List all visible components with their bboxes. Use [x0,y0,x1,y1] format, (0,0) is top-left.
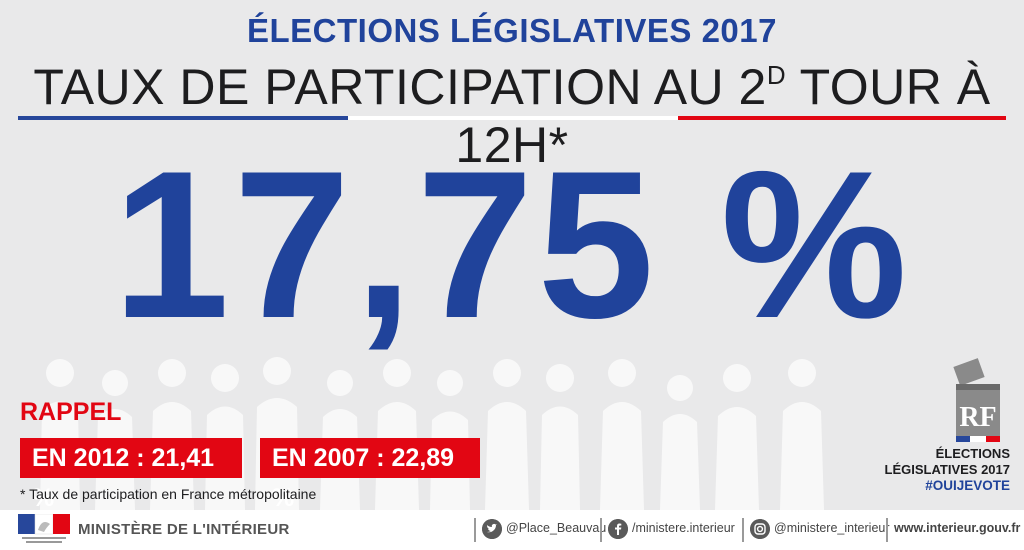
brand-line2: LÉGISLATIVES 2017 [884,462,1010,477]
footnote: * Taux de participation en France métrop… [20,486,317,502]
rf-monogram: RF [959,402,996,433]
tricolor-rule-red [678,116,1006,120]
brand-hashtag: #OUIJEVOTE [925,478,1010,493]
website-link[interactable]: www.interieur.gouv.fr [894,521,1021,535]
recall-2007: EN 2007 : 22,89 % [260,438,480,512]
participation-rate: 17,75 % [112,127,912,362]
instagram-handle[interactable]: @ministere_interieur [774,521,890,535]
headline-superscript: D [766,60,787,90]
separator [886,518,888,542]
recall-title: RAPPEL [20,398,122,426]
headline: TAUX DE PARTICIPATION AU 2D TOUR À 12H* [0,58,1024,174]
campaign-brand: ÉLECTIONS LÉGISLATIVES 2017 #OUIJEVOTE [860,446,1010,494]
header: ÉLECTIONS LÉGISLATIVES 2017 TAUX DE PART… [0,0,1024,173]
separator [600,518,602,542]
ballot-box-logo: RF [953,358,1000,442]
recall-2012: EN 2012 : 21,41 % [20,438,242,512]
twitter-handle[interactable]: @Place_Beauvau [506,521,607,535]
instagram-icon[interactable] [750,519,770,539]
facebook-page[interactable]: /ministere.interieur [632,521,735,535]
footer: MINISTÈRE DE L'INTÉRIEUR @Place_Beauvau … [0,510,1024,550]
headline-part1: TAUX DE PARTICIPATION AU 2 [33,59,767,115]
tricolor-rule-white [348,116,678,120]
ministry-name: MINISTÈRE DE L'INTÉRIEUR [78,521,290,538]
separator [742,518,744,542]
facebook-icon[interactable] [608,519,628,539]
headline-part2: TOUR À 12H* [455,59,991,173]
brand-line1: ÉLECTIONS [935,446,1010,461]
separator [474,518,476,542]
twitter-icon[interactable] [482,519,502,539]
kicker-title: ÉLECTIONS LÉGISLATIVES 2017 [246,12,777,49]
marianne-logo [18,514,70,543]
tricolor-rule-blue [18,116,348,120]
